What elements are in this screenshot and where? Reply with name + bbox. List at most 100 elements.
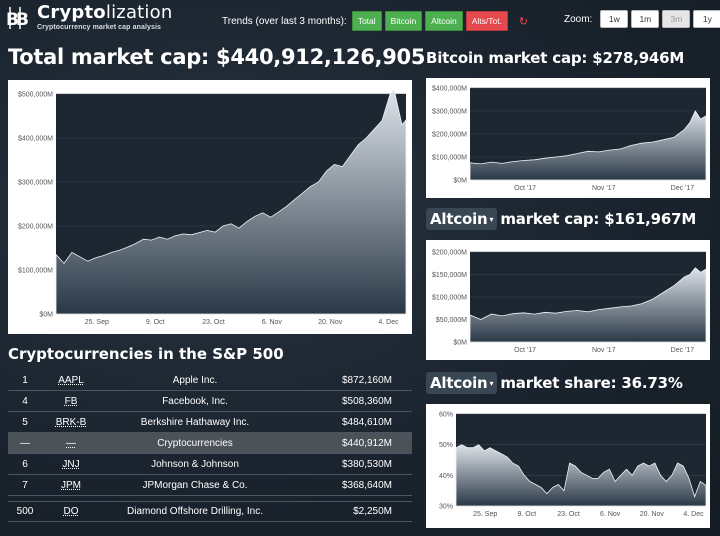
zoom-1m-button[interactable]: 1m	[631, 10, 660, 28]
y-tick-label: $100,000M	[432, 155, 467, 162]
trend-altcoin-button[interactable]: Altcoin	[425, 11, 463, 31]
company-name-cell: Facebook, Inc.	[162, 395, 228, 407]
rank-cell: 5	[22, 416, 28, 428]
zoom-3m-button[interactable]: 3m	[662, 10, 691, 28]
y-tick-label: $300,000M	[432, 109, 467, 116]
rank-cell: 500	[16, 506, 34, 517]
logo[interactable]: B B Cryptolization Cryptocurrency market…	[6, 2, 173, 32]
y-tick-label: 40%	[439, 473, 453, 480]
y-tick-label: $500,000M	[18, 92, 53, 99]
y-tick-label: $150,000M	[432, 272, 467, 279]
table-row: 6 JNJ Johnson & Johnson $380,530M	[8, 454, 412, 475]
y-tick-label: $100,000M	[432, 295, 467, 302]
y-tick-label: $200,000M	[432, 250, 467, 257]
x-tick-label: 4. Dec	[378, 319, 399, 326]
ticker-link[interactable]: FB	[64, 395, 78, 407]
market-cap-cell: $2,250M	[353, 506, 392, 517]
bitcoin-market-cap-svg: $0M $100,000M $200,000M $300,000M $400,000M O…	[432, 86, 707, 192]
y-tick-label: $200,000M	[18, 224, 53, 231]
bitcoin-market-cap-heading: Bitcoin market cap: $278,946M	[426, 49, 685, 67]
x-tick-label: Nov '17	[592, 185, 616, 192]
altcoin-market-cap-chart[interactable]: $0M $50,000M $100,000M $150,000M $200,000M Oc…	[426, 240, 710, 360]
y-tick-label: $0M	[453, 178, 467, 185]
x-tick-label: 9. Oct	[517, 511, 536, 518]
x-tick-label: 23. Oct	[202, 319, 225, 326]
total-market-cap-chart[interactable]: $0M $100,000M $200,000M $300,000M $400,000M $…	[8, 80, 412, 334]
y-tick-label: $0M	[39, 312, 53, 319]
company-name-cell: Apple Inc.	[172, 374, 218, 386]
y-tick-label: 30%	[439, 504, 453, 511]
market-cap-cell: $368,640M	[341, 479, 392, 491]
trends-label: Trends (over last 3 months):	[222, 15, 347, 27]
x-tick-label: 25. Sep	[473, 511, 497, 518]
zoom-1y-button[interactable]: 1y	[693, 10, 720, 28]
sp500-title: Cryptocurrencies in the S&P 500	[8, 345, 284, 363]
series-area	[455, 444, 707, 507]
altcoin-select[interactable]: Altcoin ▾	[426, 208, 498, 230]
altcoin-market-cap-heading: Altcoin ▾ market cap: $161,967M	[426, 208, 696, 230]
app-subtitle: Cryptocurrency market cap analysis	[37, 24, 162, 31]
table-row: — — Cryptocurrencies $440,912M	[8, 433, 412, 454]
ticker-link[interactable]: DO	[63, 506, 79, 517]
y-tick-label: $50,000M	[436, 317, 467, 324]
table-row: 500 DO Diamond Offshore Drilling, Inc. $2,2…	[8, 501, 412, 522]
table-row: 5 BRK-B Berkshire Hathaway Inc. $484,610M	[8, 412, 412, 433]
trend-bitcoin-button[interactable]: Bitcoin	[384, 11, 423, 31]
app-title: Cryptolization	[37, 2, 173, 23]
y-tick-label: $300,000M	[18, 180, 53, 187]
altcoin-share-svg: 30% 40% 50% 60% 25. Sep 9. Oct 23. Oct 6. Nov 20…	[439, 412, 707, 518]
market-cap-cell: $380,530M	[341, 458, 392, 470]
trend-alts-total-button[interactable]: Alts/Tot.	[465, 11, 508, 31]
top-bar: B B Cryptolization Cryptocurrency market…	[0, 0, 720, 36]
x-tick-label: Dec '17	[671, 347, 695, 354]
series-area	[469, 110, 707, 181]
market-cap-cell: $872,160M	[341, 374, 392, 386]
ticker-link[interactable]: —	[66, 437, 76, 449]
svg-text:B: B	[6, 10, 19, 30]
company-name-cell: JPMorgan Chase & Co.	[142, 479, 248, 491]
market-cap-cell: $508,360M	[341, 395, 392, 407]
company-name-cell: Cryptocurrencies	[157, 437, 233, 449]
x-tick-label: 4. Dec	[683, 511, 704, 518]
sp500-table: 1 AAPL Apple Inc. $872,160M 4 FB Facebook, Inc…	[8, 370, 412, 522]
x-tick-label: Oct '17	[514, 347, 536, 354]
altcoin-share-chart[interactable]: 30% 40% 50% 60% 25. Sep 9. Oct 23. Oct 6. Nov 20…	[426, 404, 710, 528]
x-tick-label: 25. Sep	[85, 319, 109, 326]
x-tick-label: Oct '17	[514, 185, 536, 192]
x-tick-label: Nov '17	[592, 347, 616, 354]
y-tick-label: $100,000M	[18, 268, 53, 275]
x-tick-label: 23. Oct	[557, 511, 580, 518]
x-tick-label: 20. Nov	[640, 511, 665, 518]
table-row: 4 FB Facebook, Inc. $508,360M	[8, 391, 412, 412]
altcoin-share-heading: Altcoin ▾ market share: 36.73%	[426, 372, 683, 394]
svg-text:B: B	[16, 10, 29, 30]
ticker-link[interactable]: JNJ	[62, 458, 80, 470]
company-name-cell: Johnson & Johnson	[151, 458, 239, 470]
ticker-link[interactable]: JPM	[61, 479, 81, 491]
bitcoin-market-cap-chart[interactable]: $0M $100,000M $200,000M $300,000M $400,000M O…	[426, 78, 710, 198]
total-market-cap-heading: Total market cap: $440,912,126,905	[8, 45, 426, 69]
zoom-1w-button[interactable]: 1w	[600, 10, 629, 28]
total-market-cap-svg: $0M $100,000M $200,000M $300,000M $400,000M $…	[18, 88, 407, 326]
rank-cell: —	[20, 437, 30, 449]
company-name-cell: Diamond Offshore Drilling, Inc.	[127, 506, 263, 517]
rank-cell: 6	[22, 458, 28, 470]
series-area	[55, 88, 407, 315]
rank-cell: 7	[22, 479, 28, 491]
company-name-cell: Berkshire Hathaway Inc.	[140, 416, 250, 428]
ticker-link[interactable]: AAPL	[58, 374, 84, 386]
altcoin-share-select[interactable]: Altcoin ▾	[426, 372, 498, 394]
x-tick-label: 6. Nov	[600, 511, 621, 518]
y-tick-label: $400,000M	[18, 136, 53, 143]
ticker-link[interactable]: BRK-B	[55, 416, 87, 428]
x-tick-label: 9. Oct	[146, 319, 165, 326]
x-tick-label: 6. Nov	[262, 319, 283, 326]
x-tick-label: 20. Nov	[318, 319, 343, 326]
x-tick-label: Dec '17	[671, 185, 695, 192]
y-tick-label: $0M	[453, 340, 467, 347]
market-cap-cell: $440,912M	[341, 437, 392, 449]
rank-cell: 4	[22, 395, 28, 407]
table-row: 7 JPM JPMorgan Chase & Co. $368,640M	[8, 475, 412, 496]
refresh-icon[interactable]: ↻	[518, 15, 529, 28]
trend-total-button[interactable]: Total	[351, 11, 382, 31]
